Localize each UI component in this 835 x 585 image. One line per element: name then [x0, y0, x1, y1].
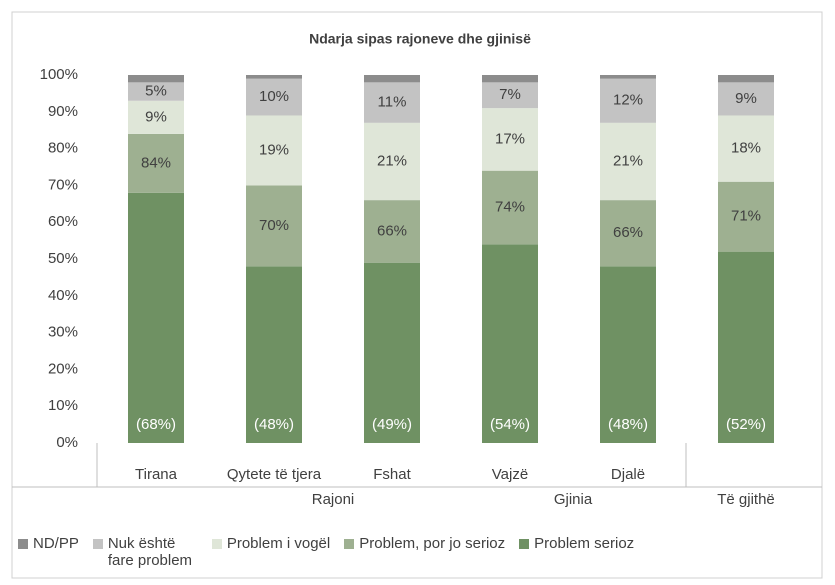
bar-segment [128, 133, 184, 193]
data-label: 9% [735, 90, 757, 107]
y-tick-label: 80% [48, 140, 78, 157]
x-tick-label: Djalë [611, 466, 645, 483]
x-tick-label: Vajzë [492, 466, 528, 483]
x-tick-label: Tirana [135, 466, 178, 483]
y-tick-label: 50% [48, 250, 78, 267]
bar-segment [718, 115, 774, 182]
bar-segment [128, 82, 184, 101]
y-tick-label: 40% [48, 287, 78, 304]
legend-item: Problem i vogël [211, 535, 331, 569]
annotation: 66% [377, 222, 407, 239]
x-tick-label: Fshat [373, 466, 411, 483]
bar-segment [364, 200, 420, 263]
annotation: 74% [495, 198, 525, 215]
bar-segment [718, 181, 774, 252]
y-tick-label: 0% [56, 434, 78, 451]
y-tick-label: 90% [48, 103, 78, 120]
bar-segment [482, 82, 538, 109]
bar-segment [600, 266, 656, 443]
data-label: 21% [613, 152, 643, 169]
legend-item: ND/PP [18, 535, 79, 569]
legend: ND/PP Nuk është fare problem Problem i vog… [18, 535, 634, 569]
bar-segment [600, 200, 656, 267]
chart-border [11, 11, 823, 579]
data-label: 18% [731, 140, 761, 157]
legend-item: Problem, por jo serioz [344, 535, 505, 569]
bar-segment [364, 122, 420, 201]
legend-swatch [18, 539, 28, 549]
y-tick-label: 20% [48, 360, 78, 377]
bar-segment [718, 82, 774, 116]
data-label: 11% [378, 94, 407, 111]
bar-segment [128, 100, 184, 134]
annotation: 70% [259, 217, 289, 234]
bar-segment [246, 78, 302, 116]
bar-segment [246, 115, 302, 186]
y-tick-label: 10% [48, 397, 78, 414]
legend-label: Problem i vogël [226, 535, 331, 552]
bar-segment [482, 170, 538, 245]
data-label: (48%) [608, 416, 648, 433]
legend-label: Nuk është fare problem [107, 535, 193, 569]
data-label: 19% [259, 141, 289, 158]
bar-segment [600, 122, 656, 201]
data-label: (52%) [726, 416, 766, 433]
group-label: Rajoni [312, 491, 355, 508]
bar-segment [718, 75, 774, 83]
y-tick-label: 60% [48, 213, 78, 230]
legend-swatch [519, 539, 530, 549]
bar-segment [364, 75, 420, 83]
legend-swatch [92, 539, 103, 549]
bar-segment [600, 78, 656, 123]
bar-segment [364, 262, 420, 443]
bar-segment [718, 251, 774, 443]
legend-item: Nuk është fare problem [92, 535, 198, 569]
data-label: 21% [377, 152, 407, 169]
bar-segment [128, 75, 184, 83]
bar-segment [364, 82, 420, 123]
data-label: 10% [259, 88, 289, 105]
legend-label: Problem, por jo serioz [359, 535, 506, 552]
legend-item: Problem serioz [519, 535, 634, 569]
y-tick-label: 100% [40, 66, 78, 83]
bar-segment [482, 244, 538, 443]
legend-label: ND/PP [33, 535, 79, 552]
group-label: Gjinia [554, 491, 593, 508]
data-label: 7% [499, 86, 521, 103]
legend-swatch [211, 539, 222, 549]
bar-segment [482, 75, 538, 83]
annotation: 66% [613, 224, 643, 241]
data-label: (68%) [136, 416, 176, 433]
bar-segment [246, 266, 302, 443]
data-label: 17% [495, 130, 525, 147]
data-label: (48%) [254, 416, 294, 433]
legend-swatch [344, 539, 355, 549]
bar-segment [246, 75, 302, 79]
data-label: 12% [613, 92, 643, 109]
legend-label: Problem serioz [534, 535, 635, 552]
x-tick-label: Qytete të tjera [227, 466, 322, 483]
data-label: 5% [145, 83, 167, 100]
y-tick-label: 70% [48, 176, 78, 193]
data-label: (54%) [490, 416, 530, 433]
bar-segment [600, 75, 656, 79]
y-tick-label: 30% [48, 324, 78, 341]
bar-segment [128, 192, 184, 443]
annotation: 71% [731, 208, 761, 225]
chart-title: Ndarja sipas rajoneve dhe gjinisë [309, 31, 531, 47]
bar-segment [246, 185, 302, 267]
bar-segment [482, 108, 538, 171]
data-label: (49%) [372, 416, 412, 433]
annotation: 84% [141, 154, 171, 171]
data-label: 9% [145, 108, 167, 125]
group-label: Të gjithë [717, 491, 775, 508]
